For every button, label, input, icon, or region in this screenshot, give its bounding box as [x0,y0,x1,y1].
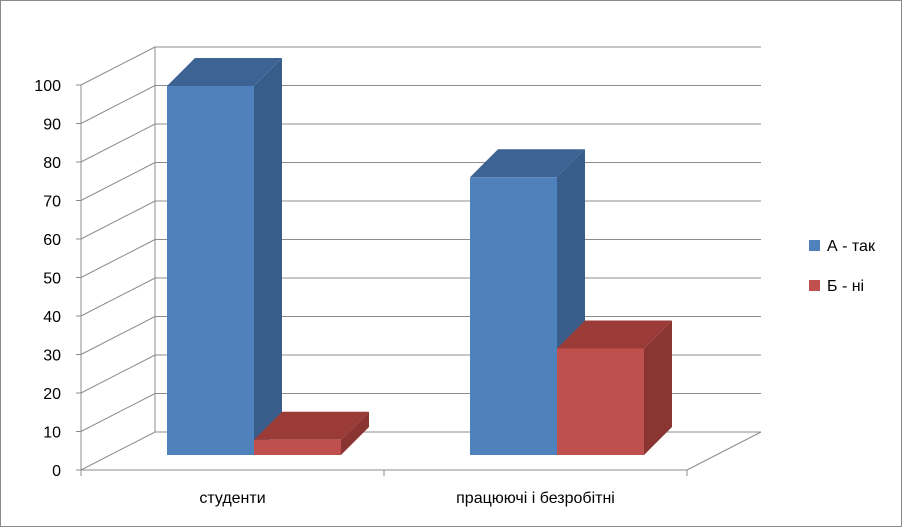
y-tick-label: 20 [43,386,61,403]
bar-top [470,149,585,178]
bar-top [557,320,672,349]
y-tick-label: 40 [43,309,61,326]
x-category-label: студенти [199,490,265,507]
y-tick-label: 30 [43,348,61,365]
bar [254,439,341,455]
bar [557,348,644,455]
side-gridline [80,239,156,278]
bar-side [254,58,282,455]
bar [470,177,557,456]
y-tick-label: 80 [43,155,61,172]
legend-label: Б - ні [827,278,864,295]
y-tick-label: 60 [43,232,61,249]
y-tick-label: 0 [52,463,61,480]
side-gridline [80,354,156,394]
side-gridline [80,431,156,471]
bar-top [167,58,282,86]
side-gridline [80,200,156,240]
side-gridline [80,85,156,124]
bar [167,86,254,455]
floor-right-edge [686,431,762,471]
y-tick-label: 10 [43,425,61,442]
side-gridline [80,393,156,432]
side-gridline [80,162,156,201]
bar-top [254,411,369,440]
legend-swatch [809,240,820,251]
y-tick-label: 100 [34,78,61,95]
y-tick-label: 50 [43,271,61,288]
bar-side [341,411,369,455]
y-tick-label: 70 [43,194,61,211]
y-tick-label: 90 [43,117,61,134]
side-gridline [80,316,156,355]
bar-side [644,320,672,455]
side-gridline [80,46,156,86]
side-gridline [80,277,156,317]
legend-label: А - так [827,238,876,255]
side-gridline [80,123,156,163]
legend-swatch [809,280,820,291]
x-category-label: працюючі і безробітні [456,490,615,507]
